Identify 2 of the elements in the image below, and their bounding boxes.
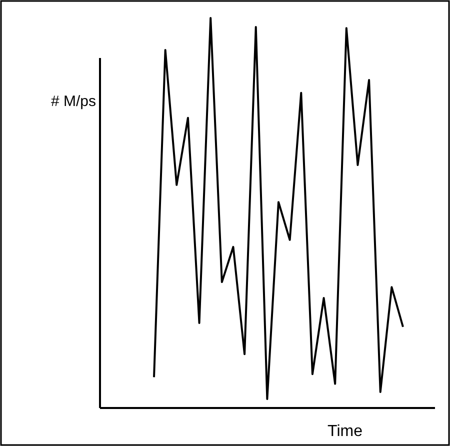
y-axis-title: # M/ps [50, 93, 96, 110]
x-axis-title: Time [328, 423, 363, 440]
